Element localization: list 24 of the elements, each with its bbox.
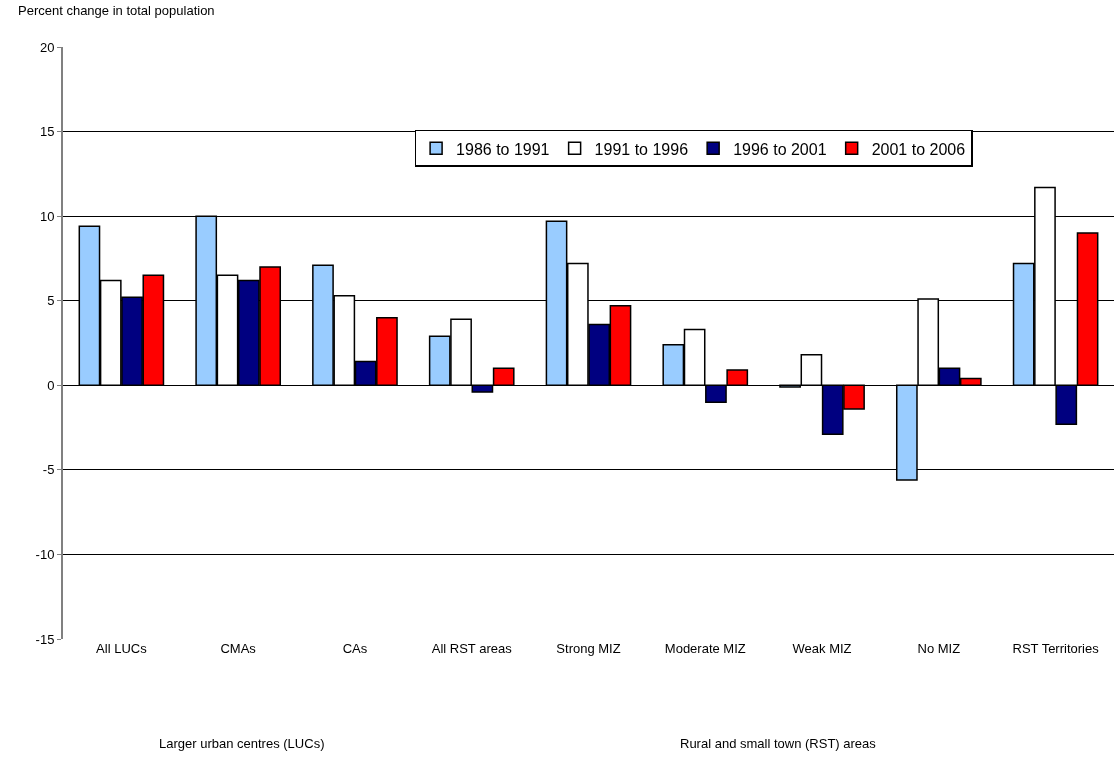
x-tick-label: No MIZ: [917, 641, 961, 656]
y-tick-label: -5: [42, 462, 55, 478]
y-tick-label: 20: [39, 39, 55, 55]
text: Rural and small town (RST) areas: [680, 736, 877, 751]
y-tick-label: 0: [47, 377, 55, 393]
y-axis-title: Percent change in total population: [18, 3, 215, 18]
legend-label: 1986 to 1991: [456, 140, 550, 158]
legend-label: 1991 to 1996: [594, 140, 689, 158]
y-tick-label: -10: [35, 546, 55, 562]
text: Larger urban centres (LUCs): [159, 736, 325, 751]
y-tick-label: 15: [39, 124, 55, 140]
x-tick-label: Weak MIZ: [792, 641, 852, 656]
legend-label: 2001 to 2006: [871, 140, 966, 158]
x-tick-label: All RST areas: [431, 641, 513, 656]
x-tick-label: RST Territories: [1012, 641, 1100, 656]
y-tick-label: -15: [35, 631, 55, 647]
x-tick-label: Moderate MIZ: [664, 641, 746, 656]
x-tick-label: CMAs: [220, 641, 257, 656]
x-tick-label: All LUCs: [96, 641, 148, 656]
x-tick-label: Strong MIZ: [556, 641, 621, 656]
legend-label: 1996 to 2001: [733, 140, 827, 158]
y-tick-label: 10: [39, 208, 55, 224]
x-tick-label: CAs: [342, 641, 368, 656]
y-tick-label: 5: [47, 293, 55, 309]
